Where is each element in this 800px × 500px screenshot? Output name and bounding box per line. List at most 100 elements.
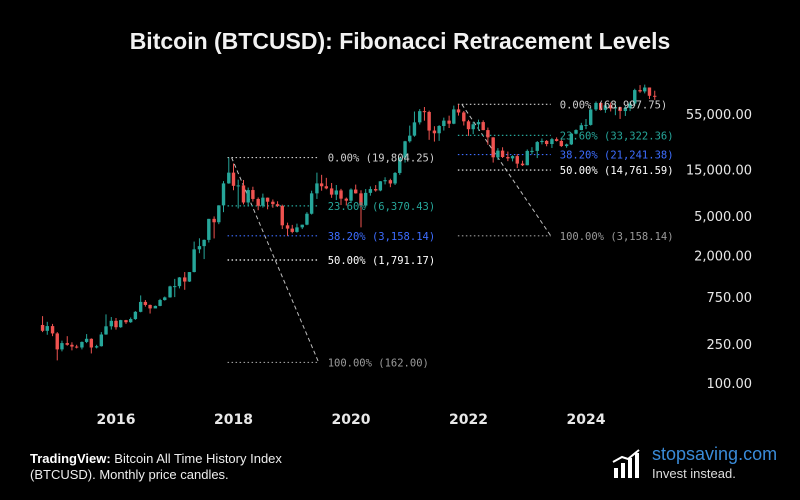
fibonacci-layer (227, 103, 552, 364)
fib-level-label: 38.20% (3,158.14) (328, 231, 435, 243)
candle (143, 300, 148, 307)
candle (344, 197, 348, 206)
candle (305, 212, 309, 226)
candle-body (418, 111, 422, 123)
candle (84, 334, 89, 344)
candle (579, 122, 583, 131)
candle (462, 111, 466, 126)
fib-trend-line-0 (231, 157, 320, 363)
candle (496, 148, 500, 160)
fib-level-label: 38.20% (21,241.38) (560, 150, 674, 162)
candle (618, 106, 622, 119)
candle-body (324, 186, 329, 189)
candle (378, 181, 383, 192)
candle (550, 137, 554, 148)
candle-body (520, 163, 525, 166)
y-tick-label: 250.00 (707, 338, 753, 353)
candle (138, 295, 143, 313)
fib-level-label: 50.00% (14,761.59) (560, 165, 674, 177)
candle (447, 115, 451, 129)
candle (55, 332, 59, 361)
candle-body (246, 190, 250, 203)
candle (109, 317, 113, 330)
candle-body (227, 172, 231, 184)
brand-name[interactable]: stopsaving.com (652, 444, 777, 465)
candle (104, 314, 108, 335)
candle-body (398, 157, 402, 173)
candle (173, 278, 177, 298)
candle-body (628, 103, 632, 109)
candle-body (623, 108, 628, 112)
candle (559, 139, 564, 147)
candle (432, 126, 437, 142)
candle-body (217, 205, 221, 223)
candle-body (256, 198, 260, 206)
candle-body (574, 130, 578, 134)
candle (594, 101, 598, 112)
candle-body (295, 227, 299, 232)
candle (515, 154, 519, 169)
candle (202, 239, 206, 260)
candle (608, 102, 613, 112)
fib-level-label: 100.00% (162.00) (328, 357, 429, 369)
candle-body (510, 156, 515, 159)
candle-body (466, 121, 471, 130)
candle-body (403, 141, 407, 158)
candle-body (192, 249, 196, 273)
candle-body (202, 239, 206, 247)
candle-body (212, 218, 216, 223)
candle (456, 104, 461, 116)
candle-body (265, 197, 270, 202)
y-tick-label: 15,000.00 (686, 163, 752, 178)
candle-body (491, 137, 495, 158)
candle-body (603, 105, 608, 110)
candle-body (261, 197, 265, 206)
candle-body (653, 95, 657, 97)
candle-body (584, 124, 588, 126)
candle-body (515, 156, 519, 164)
y-tick-label: 5,000.00 (694, 210, 752, 225)
candle-body (251, 190, 255, 199)
candle (236, 179, 240, 209)
candle-body (506, 157, 510, 159)
candle (197, 238, 202, 254)
candle (603, 102, 608, 113)
candle-body (280, 205, 284, 226)
x-tick-label: 2020 (332, 412, 371, 428)
candle-body (598, 102, 603, 110)
candle (207, 218, 211, 243)
candle-body (315, 183, 319, 194)
candle (231, 163, 236, 191)
candle-body (456, 109, 461, 113)
candle (246, 187, 250, 206)
candle (309, 190, 314, 215)
source-brand: TradingView: (30, 451, 111, 466)
candle (584, 118, 588, 130)
candle-body (89, 338, 94, 348)
candle-body (422, 111, 427, 113)
candle (153, 305, 158, 309)
candle (217, 205, 221, 225)
candle-body (476, 122, 481, 125)
candle (119, 319, 123, 328)
candle-body (55, 333, 59, 350)
candle (368, 186, 373, 196)
candle (653, 90, 657, 100)
candle (544, 140, 549, 147)
candle (452, 105, 456, 125)
candle (540, 138, 544, 145)
candle (271, 199, 275, 208)
candle-body (368, 189, 373, 193)
candle (647, 87, 652, 99)
candle (525, 149, 529, 166)
candle-body (447, 120, 451, 124)
candle-body (525, 150, 529, 166)
candle-body (500, 150, 505, 158)
candle-body (197, 246, 202, 250)
candle (319, 174, 324, 191)
candles-layer (40, 84, 657, 361)
candle-body (109, 320, 113, 327)
y-tick-label: 100.00 (707, 377, 753, 392)
candle-body (168, 286, 172, 298)
candle (643, 84, 647, 94)
